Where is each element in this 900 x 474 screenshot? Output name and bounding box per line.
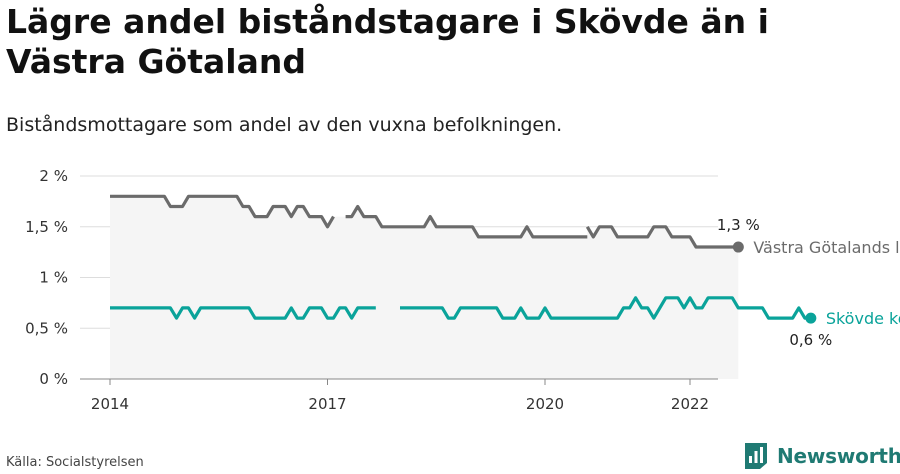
x-tick-label: 2022 [671,395,709,413]
range-band [110,196,739,379]
series-line [345,204,588,239]
series-end-value-label: 1,3 % [717,216,760,234]
series-end-value-label: 0,6 % [789,331,832,349]
source-note: Källa: Socialstyrelsen [6,455,144,470]
brand-name: Newsworthy [777,444,900,468]
x-tick-label: 2014 [91,395,129,413]
chart-title: Lägre andel biståndstagare i Skövde än i… [6,2,769,81]
series-end-dot [805,312,817,324]
y-tick-label: 0 % [39,370,68,388]
chart-subtitle: Biståndsmottagare som andel av den vuxna… [6,114,563,136]
series-name-label: Västra Götalands län [753,238,900,257]
y-tick-label: 2 % [39,167,68,185]
brand-logo: Newsworthy [744,442,900,470]
series-line [110,194,335,229]
series-name-label: Skövde kommun [826,309,900,328]
bar-chart-logo-icon [745,443,767,469]
y-tick-label: 0,5 % [25,319,68,337]
series-line [585,225,739,249]
series-lines [110,194,817,324]
series-line [400,296,811,320]
line-chart: 0 % 0,5 % 1 % 1,5 % 2 % 2014 2017 2020 2022 Väst… [25,167,900,413]
series-labels: Västra Götalands län 1,3 % Skövde kommun 0,… [717,216,900,349]
series-end-dot [732,241,744,253]
axes: 0 % 0,5 % 1 % 1,5 % 2 % 2014 2017 2020 2022 [25,167,718,413]
y-tick-label: 1 % [39,269,68,287]
range-band-area [110,196,739,379]
y-tick-label: 1,5 % [25,218,68,236]
x-tick-label: 2017 [308,395,346,413]
x-tick-label: 2020 [526,395,564,413]
series-line [110,306,376,320]
